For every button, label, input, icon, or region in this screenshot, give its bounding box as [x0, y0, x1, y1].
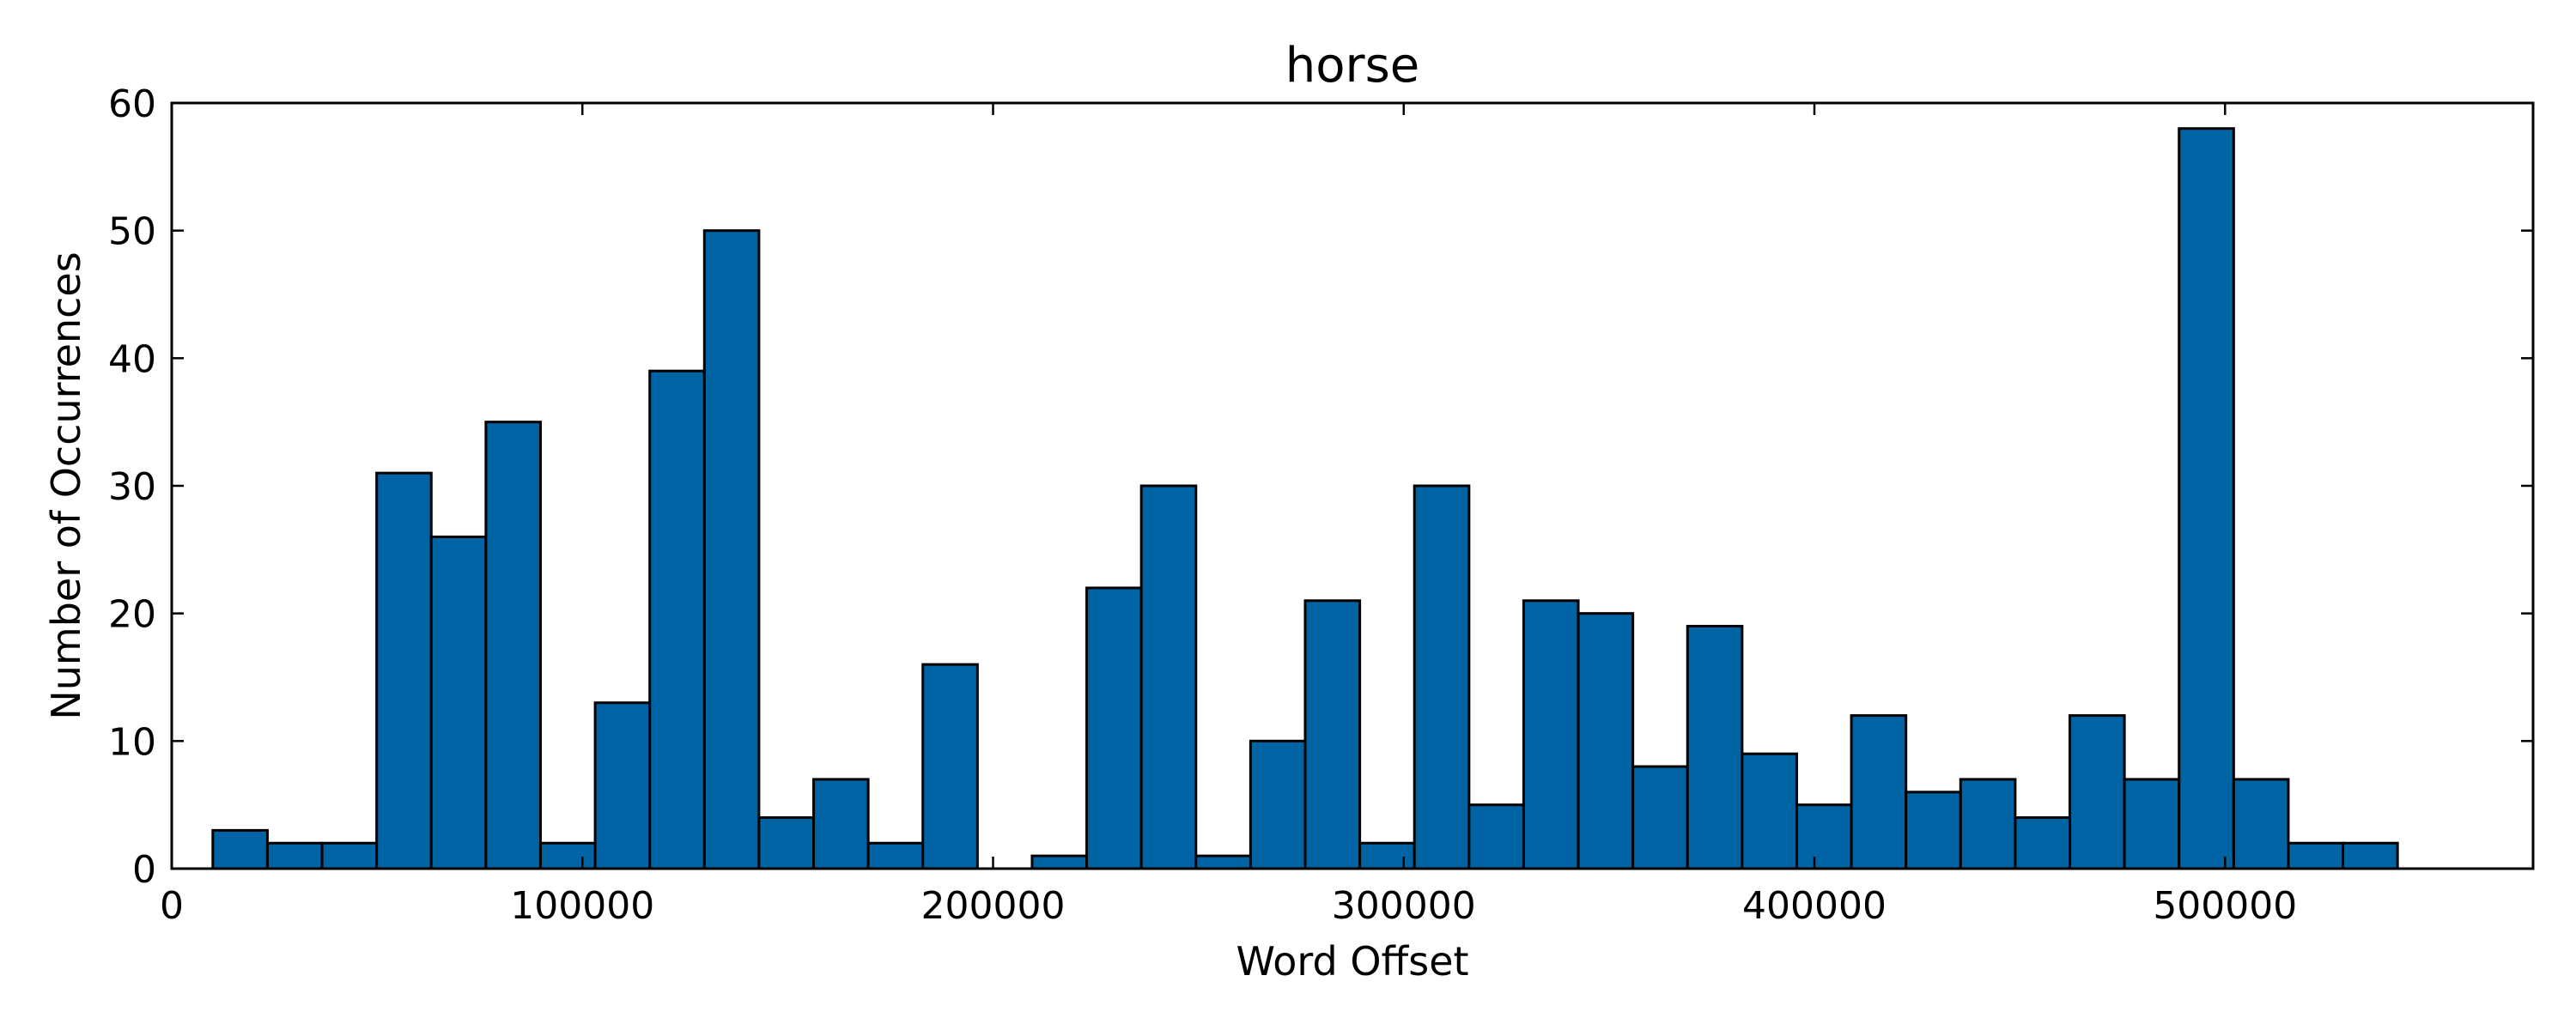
y-tick-label-4: 40: [108, 337, 156, 381]
histogram-bar-34: [2069, 714, 2126, 870]
histogram-bar-13: [921, 663, 979, 870]
histogram-bar-38: [2287, 841, 2345, 870]
y-tick-label-1: 10: [108, 720, 156, 764]
x-tick-label-1: 100000: [510, 884, 654, 928]
histogram-bar-0: [211, 828, 269, 870]
histogram-bar-18: [1194, 854, 1252, 870]
histogram-bar-26: [1631, 765, 1689, 870]
histogram-bar-21: [1358, 841, 1416, 870]
x-tick-label-4: 400000: [1742, 884, 1886, 928]
histogram-bar-36: [2178, 127, 2235, 870]
x-tick-label-5: 500000: [2153, 884, 2297, 928]
histogram-bar-19: [1249, 739, 1307, 870]
histogram-bar-12: [866, 841, 925, 870]
x-tick-label-3: 300000: [1332, 884, 1476, 928]
histogram-bar-31: [1905, 791, 1962, 870]
plot-frame: [170, 101, 2535, 870]
histogram-bar-15: [1030, 854, 1089, 870]
y-axis-label: Number of Occurrences: [43, 251, 89, 719]
x-axis-label: Word Offset: [1236, 938, 1468, 985]
histogram-bar-4: [429, 535, 488, 870]
y-tick-label-2: 20: [108, 593, 156, 637]
histogram-bar-33: [2014, 816, 2072, 870]
histogram-bar-7: [593, 701, 652, 870]
histogram-bar-39: [2342, 841, 2399, 870]
histogram-bar-9: [702, 229, 761, 870]
y-tick-label-6: 60: [108, 82, 156, 126]
histogram-bar-3: [375, 471, 433, 870]
histogram-bar-29: [1795, 803, 1853, 870]
histogram-bar-5: [484, 421, 542, 870]
x-tick-label-0: 0: [160, 884, 184, 928]
histogram-bar-37: [2232, 778, 2290, 870]
histogram-bar-35: [2123, 778, 2181, 870]
histogram-bar-2: [320, 841, 379, 870]
histogram-bar-24: [1522, 599, 1580, 870]
histogram-bar-23: [1467, 803, 1525, 870]
histogram-bar-28: [1741, 752, 1798, 870]
histogram-bar-25: [1577, 612, 1635, 870]
histogram-bar-11: [812, 778, 870, 870]
histogram-bar-32: [1959, 778, 2017, 870]
histogram-bar-17: [1139, 484, 1198, 870]
histogram-bar-16: [1085, 586, 1143, 870]
y-tick-label-3: 30: [108, 465, 156, 509]
histogram-bar-8: [648, 369, 706, 870]
y-tick-label-5: 50: [108, 210, 156, 254]
histogram-bar-10: [757, 816, 816, 870]
histogram-bar-20: [1303, 599, 1362, 870]
histogram-bar-1: [265, 841, 324, 870]
bars-group: [211, 127, 2399, 870]
y-tick-label-0: 0: [132, 848, 156, 892]
histogram-bar-6: [538, 841, 597, 870]
histogram-bar-22: [1413, 484, 1471, 870]
chart-title: horse: [1285, 38, 1419, 94]
histogram-bar-30: [1850, 714, 1908, 870]
ticks-group: 0 100000 200000 300000 400000 500000 0 10 20 30 40…: [108, 82, 2533, 928]
x-tick-label-2: 200000: [921, 884, 1066, 928]
histogram-bar-27: [1686, 625, 1744, 870]
